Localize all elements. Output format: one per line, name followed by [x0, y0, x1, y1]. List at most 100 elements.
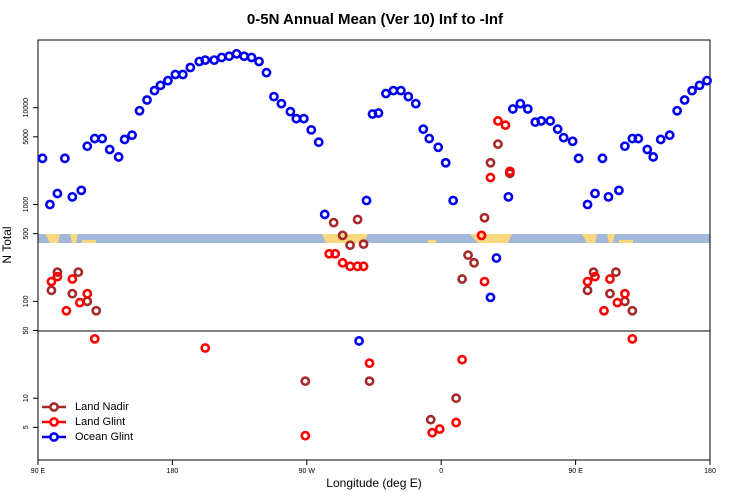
data-point	[37, 153, 48, 164]
data-point	[612, 297, 623, 308]
data-point	[545, 116, 556, 126]
data-point	[119, 134, 130, 145]
data-point	[345, 261, 356, 272]
data-point	[503, 191, 514, 202]
data-point	[582, 276, 593, 287]
data-point	[328, 217, 339, 228]
x-tick-label: 0	[439, 468, 443, 475]
data-point	[285, 106, 296, 117]
data-point	[134, 105, 145, 116]
data-point	[702, 75, 712, 86]
data-point	[330, 248, 341, 259]
data-point	[177, 69, 188, 80]
data-point	[500, 120, 511, 131]
data-point	[200, 55, 211, 66]
data-point	[485, 292, 496, 303]
data-point	[185, 62, 196, 73]
data-point	[337, 257, 348, 268]
legend-label: Ocean Glint	[75, 431, 133, 443]
data-point	[354, 336, 364, 346]
data-point	[313, 137, 324, 148]
data-point	[679, 95, 690, 105]
data-point	[451, 393, 462, 404]
data-point	[664, 130, 675, 141]
data-point	[448, 195, 459, 206]
data-point	[427, 427, 438, 438]
data-point	[345, 240, 356, 251]
data-point	[493, 116, 503, 126]
data-point	[434, 424, 445, 434]
data-point	[358, 239, 369, 250]
data-point	[642, 144, 653, 155]
data-point	[558, 132, 569, 143]
data-point	[300, 376, 311, 387]
data-point	[46, 276, 57, 287]
data-point	[619, 141, 630, 152]
data-point	[619, 288, 630, 299]
data-point	[457, 354, 468, 365]
data-point	[200, 343, 211, 353]
data-point	[155, 80, 166, 91]
data-point	[582, 199, 593, 210]
data-point	[59, 153, 70, 164]
data-point	[655, 134, 666, 145]
y-tick-label: 1000	[23, 197, 30, 213]
data-point	[648, 152, 659, 162]
data-point	[463, 250, 473, 261]
data-point	[319, 209, 330, 220]
data-point	[573, 153, 584, 164]
data-point	[672, 105, 683, 116]
data-point	[89, 133, 100, 144]
data-point	[82, 296, 93, 307]
data-point	[149, 85, 160, 96]
data-point	[52, 267, 63, 278]
data-point	[388, 85, 399, 96]
data-point	[67, 274, 78, 284]
data-point	[91, 305, 102, 316]
data-point	[337, 230, 348, 241]
data-point	[395, 85, 406, 96]
data-point	[687, 85, 697, 96]
data-point	[142, 95, 152, 105]
x-tick-label: 180	[704, 468, 716, 475]
data-point	[73, 267, 84, 278]
y-tick-label: 10	[23, 394, 30, 402]
data-point	[597, 153, 608, 164]
data-point	[590, 188, 600, 199]
data-point	[603, 191, 614, 202]
data-point	[611, 267, 621, 278]
data-point	[300, 430, 311, 441]
data-point	[358, 261, 369, 272]
data-point	[231, 48, 242, 59]
x-tick-label: 180	[167, 468, 179, 475]
data-point	[82, 288, 93, 299]
x-tick-label: 90 W	[299, 468, 316, 475]
legend-label: Land Glint	[75, 416, 125, 428]
data-point	[46, 285, 57, 296]
data-point	[403, 91, 414, 102]
data-point	[410, 98, 421, 109]
data-point	[209, 55, 220, 66]
data-point	[619, 296, 630, 307]
data-point	[582, 285, 593, 296]
data-point	[479, 212, 490, 223]
data-point	[113, 152, 124, 162]
data-point	[67, 288, 78, 299]
data-point	[418, 124, 429, 135]
data-point	[605, 274, 615, 284]
data-point	[276, 98, 287, 109]
data-point	[104, 144, 115, 155]
legend-marker	[49, 417, 59, 427]
data-point	[352, 214, 363, 225]
data-point	[291, 113, 302, 124]
data-point	[485, 172, 496, 183]
map-strip	[38, 234, 710, 243]
data-point	[451, 417, 462, 428]
data-point	[469, 257, 479, 268]
data-point	[627, 305, 638, 316]
data-point	[567, 136, 578, 147]
data-point	[170, 69, 181, 80]
data-point	[590, 271, 600, 282]
data-point	[97, 133, 108, 144]
